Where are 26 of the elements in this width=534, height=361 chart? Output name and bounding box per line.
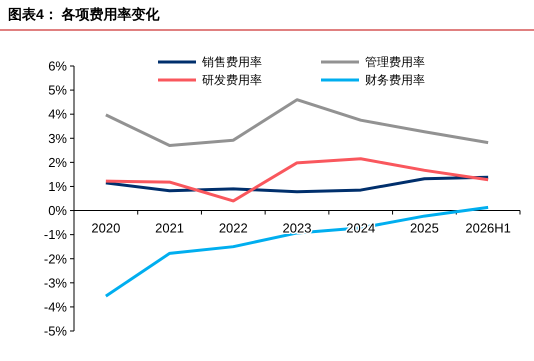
y-tick-label: -5% [44, 324, 68, 339]
y-tick-label: 0% [48, 203, 68, 218]
chart-title: 图表4： 各项费用率变化 [8, 6, 161, 22]
line-series [104, 98, 490, 147]
y-tick-label: -2% [44, 251, 68, 266]
y-tick-label: -4% [44, 299, 68, 314]
x-tick-label: 2022 [218, 220, 248, 236]
x-tick-label: 2021 [155, 220, 184, 236]
y-tick-label: -1% [44, 227, 68, 242]
line-series [104, 176, 490, 194]
y-tick-label: 4% [48, 106, 68, 122]
line-series [104, 157, 490, 202]
y-tick-label: 2% [48, 154, 68, 170]
x-tick-label: 2026H1 [465, 220, 511, 236]
x-tick-label: 2020 [91, 220, 120, 236]
legend-label: 研发费用率 [202, 73, 262, 88]
legend-label: 管理费用率 [365, 55, 425, 70]
y-tick-label: -3% [44, 275, 68, 290]
x-tick-label: 2025 [410, 220, 439, 236]
legend-label: 财务费用率 [365, 73, 425, 88]
y-tick-label: 3% [48, 130, 68, 146]
y-tick-label: 6% [48, 58, 68, 74]
legend-label: 销售费用率 [201, 55, 262, 70]
y-tick-label: 5% [48, 82, 68, 98]
y-tick-label: 1% [48, 179, 68, 194]
x-tick-label: 2023 [282, 220, 312, 236]
